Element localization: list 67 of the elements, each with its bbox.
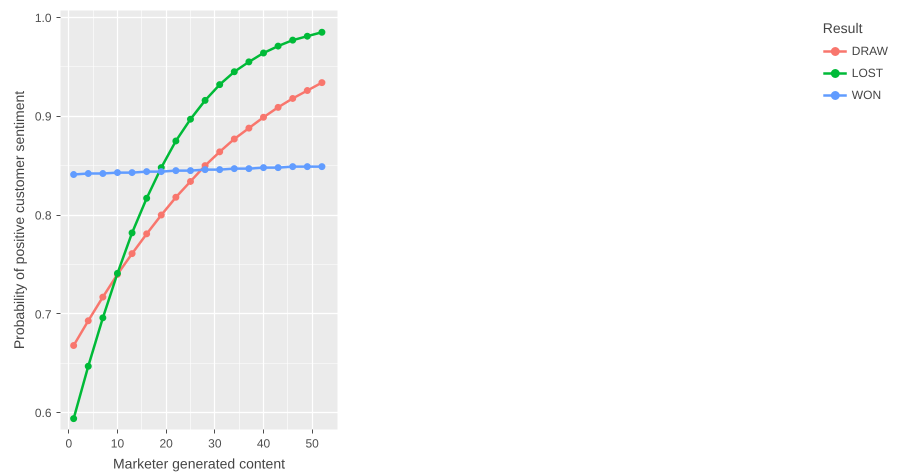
legend-title: Result xyxy=(822,20,864,36)
point xyxy=(70,171,78,178)
point xyxy=(245,165,252,172)
y-tick-label: 0.8 xyxy=(34,208,52,223)
point xyxy=(143,230,150,238)
point xyxy=(304,32,311,40)
point xyxy=(245,124,252,132)
y-tick-label: 0.6 xyxy=(34,406,52,420)
point xyxy=(289,163,296,170)
point xyxy=(70,342,78,349)
legend-label: WON xyxy=(852,88,882,102)
x-tick-label: 20 xyxy=(159,436,174,450)
x-axis-title: Marketer generated content xyxy=(113,456,286,472)
point xyxy=(186,116,194,123)
point xyxy=(99,170,106,178)
point xyxy=(84,362,92,370)
legend-label: LOST xyxy=(852,66,884,80)
x-tick-label: 10 xyxy=(110,436,124,450)
point xyxy=(128,169,136,176)
point xyxy=(260,50,268,56)
point xyxy=(274,164,282,172)
point xyxy=(274,104,282,111)
x-tick-label: 0 xyxy=(65,436,72,450)
x-tick-label: 40 xyxy=(256,436,271,450)
x-tick-label: 30 xyxy=(208,436,222,450)
y-tick-label: 1.0 xyxy=(34,10,52,25)
point xyxy=(289,94,296,102)
legend-label: DRAW xyxy=(852,44,888,58)
point xyxy=(172,194,180,201)
point xyxy=(230,135,238,142)
point xyxy=(128,250,136,258)
point xyxy=(186,167,194,174)
point xyxy=(318,79,326,86)
point xyxy=(158,168,165,176)
x-tick-label: 50 xyxy=(306,436,320,450)
point xyxy=(186,178,194,185)
point xyxy=(143,194,150,202)
point xyxy=(202,96,209,104)
y-tick-label: 0.7 xyxy=(34,307,52,322)
point xyxy=(318,28,326,36)
point xyxy=(230,68,238,76)
point xyxy=(260,114,268,121)
y-tick-label: 0.9 xyxy=(34,110,52,124)
point xyxy=(216,166,224,174)
point xyxy=(99,294,106,301)
point xyxy=(99,314,106,322)
point xyxy=(202,166,209,174)
point xyxy=(143,168,150,176)
point xyxy=(245,58,252,66)
point xyxy=(172,167,180,174)
point xyxy=(289,36,296,44)
point xyxy=(114,169,121,176)
point xyxy=(84,170,92,178)
point xyxy=(70,415,78,422)
point xyxy=(230,165,238,172)
point xyxy=(274,42,282,50)
point xyxy=(172,137,180,144)
y-axis-title: Probability of positive customer sentiment xyxy=(10,90,27,350)
point xyxy=(318,163,326,170)
point xyxy=(84,317,92,324)
point xyxy=(216,81,224,88)
point xyxy=(260,164,268,172)
point xyxy=(216,148,224,156)
point xyxy=(304,87,311,94)
point xyxy=(304,163,311,170)
point xyxy=(158,212,165,219)
point xyxy=(128,229,136,236)
